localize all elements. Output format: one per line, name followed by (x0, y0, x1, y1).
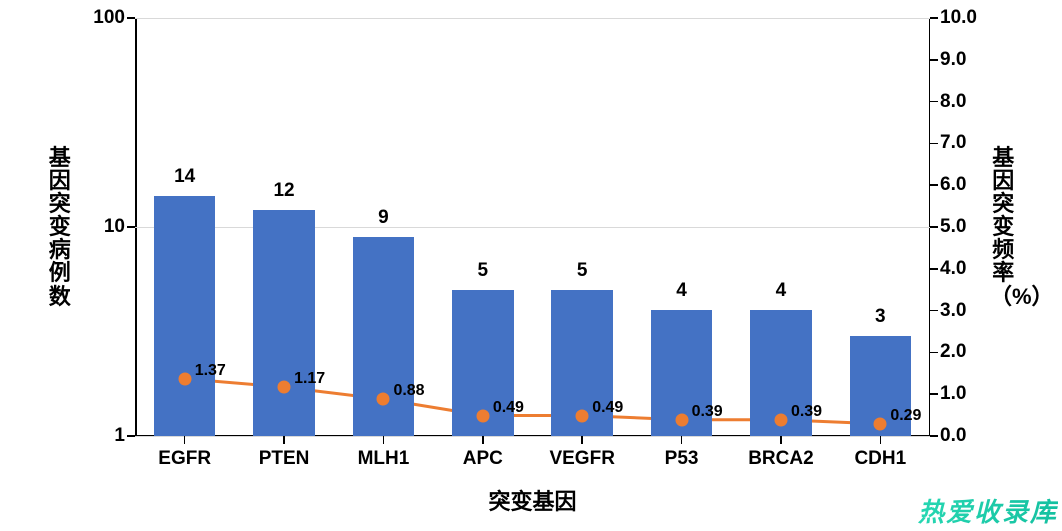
y2-tick-label: 0.0 (930, 425, 966, 447)
y2-tick-label: 1.0 (930, 383, 966, 405)
line-value-label: 0.88 (393, 382, 424, 400)
x-tick-label: EGFR (158, 436, 211, 470)
x-tick-label: PTEN (259, 436, 310, 470)
y2-tick-label: 8.0 (930, 91, 966, 113)
y2-tick-label: 5.0 (930, 216, 966, 238)
bar-value-label: 9 (378, 207, 389, 229)
x-tick-label: MLH1 (358, 436, 410, 470)
line-value-label: 0.39 (791, 403, 822, 421)
x-tick-label: VEGFR (549, 436, 614, 470)
line-marker (377, 393, 390, 406)
y1-tick-label: 1 (114, 425, 135, 447)
y2-tick-label: 2.0 (930, 341, 966, 363)
line-value-label: 1.37 (195, 362, 226, 380)
line-value-label: 0.29 (890, 407, 921, 425)
bar-value-label: 12 (273, 180, 294, 202)
y2-tick-label: 10.0 (930, 7, 977, 29)
line-marker (178, 372, 191, 385)
y2-tick-label: 6.0 (930, 174, 966, 196)
y2-tick-label: 4.0 (930, 258, 966, 280)
x-tick-label: BRCA2 (748, 436, 813, 470)
plot-area: 基因突变病例数 基因突变频率（%） 突变基因 1101000.01.02.03.… (135, 18, 930, 436)
line-marker (675, 413, 688, 426)
bar (253, 210, 315, 436)
y1-tick-label: 10 (104, 216, 135, 238)
bar (353, 237, 415, 436)
x-tick-label: APC (463, 436, 503, 470)
line-marker (774, 413, 787, 426)
watermark: 热爱收录库 (918, 492, 1058, 529)
y2-tick-label: 3.0 (930, 300, 966, 322)
bar (154, 196, 216, 436)
y1-axis-title: 基因突变病例数 (47, 146, 73, 308)
x-axis-title: 突变基因 (488, 484, 576, 516)
x-tick-label: P53 (665, 436, 699, 470)
bar-value-label: 3 (875, 306, 886, 328)
y2-tick-label: 9.0 (930, 49, 966, 71)
bar-value-label: 4 (776, 280, 787, 302)
x-tick-label: CDH1 (854, 436, 906, 470)
bar-value-label: 14 (174, 166, 195, 188)
y2-axis-title: 基因突变频率（%） (990, 146, 1016, 308)
line-marker (476, 409, 489, 422)
bar-value-label: 4 (676, 280, 687, 302)
chart-container: 基因突变病例数 基因突变频率（%） 突变基因 1 10 100 0.0 1.0 2.0 3.… (0, 0, 1062, 531)
line-value-label: 0.49 (493, 399, 524, 417)
line-marker (576, 409, 589, 422)
line-value-label: 1.17 (294, 370, 325, 388)
gridline (135, 18, 930, 19)
y1-tick-label: 100 (93, 7, 135, 29)
line-marker (278, 381, 291, 394)
bar-value-label: 5 (577, 260, 588, 282)
line-marker (874, 417, 887, 430)
y2-tick-label: 7.0 (930, 132, 966, 154)
line-value-label: 0.39 (692, 403, 723, 421)
line-value-label: 0.49 (592, 399, 623, 417)
bar-value-label: 5 (478, 260, 489, 282)
